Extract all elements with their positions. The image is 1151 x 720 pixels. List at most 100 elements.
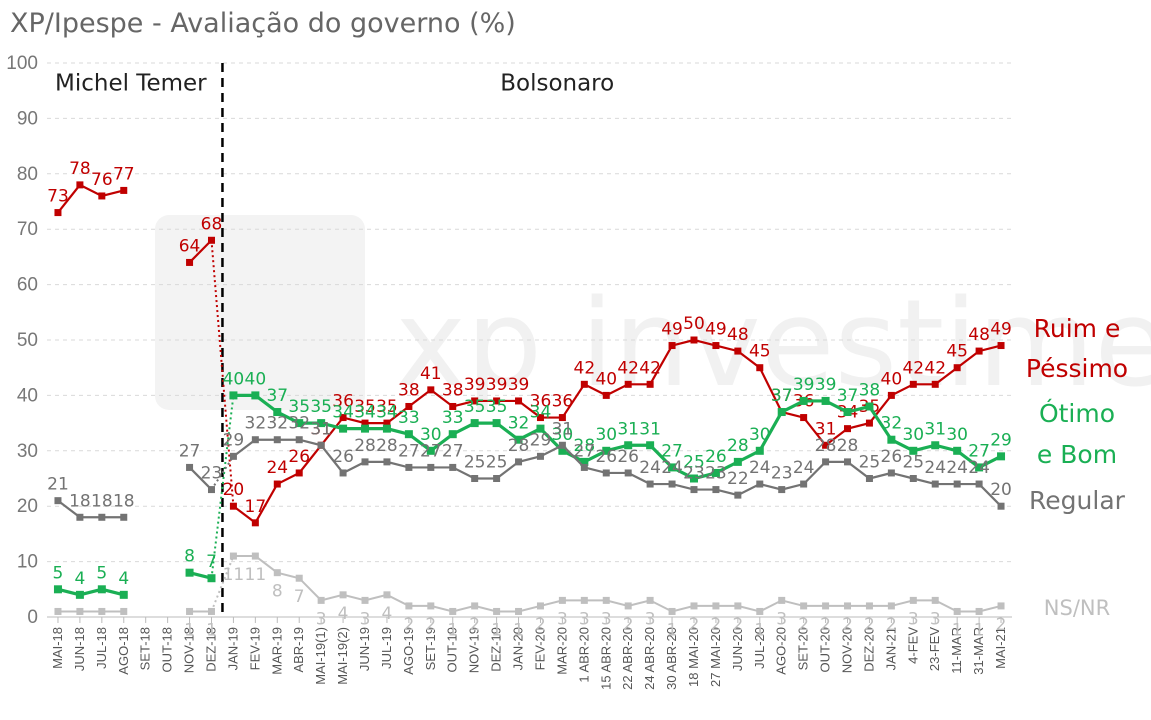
data-point <box>251 519 259 527</box>
data-point <box>756 607 764 615</box>
data-point <box>207 486 215 494</box>
data-label: 30 <box>749 425 771 445</box>
data-point <box>712 342 720 350</box>
data-point <box>405 402 413 410</box>
data-label: 32 <box>245 414 267 434</box>
data-point <box>909 475 917 482</box>
data-label: 28 <box>815 436 837 456</box>
data-point <box>931 480 939 488</box>
data-label: 28 <box>727 436 749 456</box>
data-label: 24 <box>639 458 661 478</box>
data-point <box>865 419 873 427</box>
x-tick-label: AGO-18 <box>116 627 131 675</box>
data-label: 24 <box>793 458 815 478</box>
data-point <box>471 397 479 405</box>
data-point <box>76 181 84 189</box>
x-tick-label: MAI-19(1) <box>313 627 328 685</box>
grid-lines <box>47 62 1012 618</box>
data-label: 37 <box>771 386 793 406</box>
data-label: 35 <box>310 397 332 417</box>
data-point <box>295 574 303 582</box>
data-point <box>404 430 413 439</box>
data-label: 2 <box>732 615 743 635</box>
data-label: 25 <box>859 453 881 473</box>
data-label: 42 <box>639 358 661 378</box>
x-tick-label: 18 MAI-20 <box>686 627 701 687</box>
data-point <box>690 486 698 494</box>
data-label: 39 <box>464 375 486 395</box>
data-label: 34 <box>376 403 398 423</box>
data-label: 36 <box>530 392 552 412</box>
data-point <box>471 475 479 482</box>
data-point <box>844 425 852 433</box>
x-tick-label: FEV-20 <box>532 627 547 670</box>
data-point <box>273 569 281 577</box>
data-label: 2 <box>623 615 634 635</box>
data-label: 39 <box>815 375 837 395</box>
data-point <box>822 602 830 610</box>
data-label: 35 <box>288 397 310 417</box>
data-label: 49 <box>990 320 1012 340</box>
data-label: 24 <box>749 458 771 478</box>
data-point <box>186 607 194 615</box>
x-tick-label: MAR-20 <box>554 627 569 675</box>
data-point <box>295 436 303 444</box>
data-label: 30 <box>946 425 968 445</box>
data-point <box>515 458 523 466</box>
x-tick-label: JAN-19 <box>225 627 240 670</box>
data-point <box>668 342 676 350</box>
data-point <box>712 486 720 494</box>
data-point <box>953 446 962 455</box>
data-point <box>449 402 457 410</box>
data-label: 34 <box>332 403 354 423</box>
data-label: 4 <box>74 569 85 589</box>
data-point <box>800 602 808 610</box>
data-label: 4 <box>118 569 129 589</box>
data-point <box>448 430 457 439</box>
data-point <box>339 469 347 477</box>
data-label: 8 <box>184 547 195 567</box>
data-label: 24 <box>946 458 968 478</box>
data-label: 24 <box>968 458 990 478</box>
data-point <box>515 397 523 405</box>
series-connector <box>210 395 235 579</box>
data-point <box>75 590 84 599</box>
data-label: 48 <box>968 325 990 345</box>
data-point <box>953 607 961 615</box>
data-label: 33 <box>442 408 464 428</box>
data-point <box>383 591 391 599</box>
data-point <box>54 209 62 217</box>
legend-label: Ruim e <box>1034 314 1121 343</box>
chart-title: XP/Ipespe - Avaliação do governo (%) <box>10 8 516 39</box>
data-point <box>865 602 873 610</box>
data-label: 1 <box>491 620 502 640</box>
data-point <box>997 342 1005 350</box>
data-point <box>734 347 742 355</box>
data-label: 33 <box>398 408 420 428</box>
data-point <box>317 596 325 604</box>
x-tick-label: MAR-19 <box>269 627 284 675</box>
data-label: 50 <box>683 314 705 334</box>
series-line <box>57 183 125 214</box>
legend-label: NS/NR <box>1044 596 1110 620</box>
data-label: 22 <box>727 469 749 489</box>
data-point <box>580 463 588 471</box>
legend-label: Regular <box>1029 486 1126 515</box>
data-point <box>975 607 983 615</box>
data-label: 37 <box>837 386 859 406</box>
data-label: 78 <box>69 159 91 179</box>
data-point <box>251 436 259 444</box>
data-label: 2 <box>403 615 414 635</box>
x-tick-label: 24 ABR-20 <box>642 627 657 690</box>
data-label: 49 <box>705 320 727 340</box>
data-label: 27 <box>420 441 442 461</box>
data-label: 35 <box>464 397 486 417</box>
x-tick-label: AGO-19 <box>401 627 416 675</box>
data-label: 5 <box>53 563 64 583</box>
data-label: 1 <box>667 620 678 640</box>
data-label: 40 <box>245 369 267 389</box>
data-label: 2 <box>469 615 480 635</box>
data-point <box>186 258 194 266</box>
data-point <box>756 480 764 488</box>
